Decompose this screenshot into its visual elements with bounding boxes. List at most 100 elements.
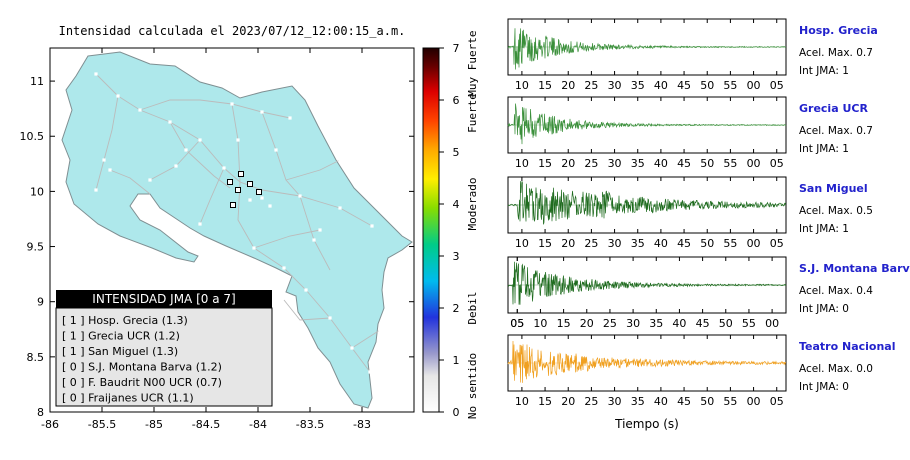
town-marker [174,164,178,168]
road [283,299,331,321]
town-marker [378,328,382,332]
seismogram-x-tick-label: 25 [584,157,598,170]
legend-header-bg [56,290,272,308]
colorbar-label: Moderado [466,178,479,231]
seismogram-x-tick-label: 25 [584,237,598,250]
road [237,181,371,373]
seismogram-x-tick-label: 35 [631,395,645,408]
town-marker [318,228,322,232]
town-marker [274,148,278,152]
map-x-tick-label: -83 [353,418,371,431]
colorbar-tick-label: 4 [453,198,460,211]
seismogram-x-tick-label: 15 [538,395,552,408]
seismogram-panel: 10 15 20 25 30 35 40 45 50 55 00 05 San Miguel Acel. … [507,176,873,250]
legend-item: [ 1 ] San Miguel (1.3) [62,345,178,358]
town-marker [312,238,316,242]
town-marker [138,108,142,112]
legend-header: INTENSIDAD JMA [0 a 7] [92,292,235,306]
map-y-tick-label: 8.5 [27,351,45,364]
seismogram-x-tick-label: 00 [747,157,761,170]
colorbar-label: Muy Fuerte [466,30,479,96]
town-marker [252,246,256,250]
road [169,121,231,189]
town-marker [168,120,172,124]
town-marker [184,148,188,152]
seismogram-x-tick-label: 20 [561,79,575,92]
map-y-tick-label: 8 [37,406,44,419]
seismogram-x-tick-label: 25 [603,317,617,330]
map-y-tick-label: 10 [30,185,44,198]
seismogram-x-tick-label: 55 [742,317,756,330]
map-x-tick-label: -85.5 [88,418,116,431]
station-name: Grecia UCR [799,102,868,115]
town-marker [248,198,252,202]
seismogram-x-tick-label: 25 [584,79,598,92]
seismogram-x-tick-label: 25 [584,395,598,408]
station-name: San Miguel [799,182,868,195]
jma-intensity: Int JMA: 1 [799,65,849,77]
town-marker [198,138,202,142]
seismogram-x-tick-label: 05 [510,317,524,330]
seismogram-x-tick-label: 40 [672,317,686,330]
intensity-legend: INTENSIDAD JMA [0 a 7] [ 1 ] Hosp. Greci… [55,290,273,407]
seismogram-x-tick-label: 50 [719,317,733,330]
colorbar-label: Fuerte [466,93,479,133]
seismogram-x-tick-label: 00 [765,317,779,330]
map-y-tick-label: 10.5 [20,130,45,143]
town-marker [148,178,152,182]
seismogram-x-tick-label: 20 [580,317,594,330]
jma-intensity: Int JMA: 1 [799,143,849,155]
seismogram-trace [507,181,787,225]
seismogram-x-tick-label: 45 [677,157,691,170]
colorbar-tick-label: 5 [453,146,460,159]
station-marker [227,179,233,185]
colorbar-tick-label: 6 [453,94,460,107]
seismogram-x-tick-label: 40 [654,79,668,92]
town-marker [230,102,234,106]
map-y-axis: 11 10.5 10 9.5 9 8.5 8 [20,75,414,419]
town-marker [282,266,286,270]
seismogram-panels: 10 15 20 25 30 35 40 45 50 55 00 05 Hosp. Grecia Acel… [507,18,910,408]
seismogram-x-tick-label: 20 [561,157,575,170]
seismogram-panel: 10 15 20 25 30 35 40 45 50 55 00 05 Hosp. Grecia Acel… [507,18,878,92]
seismogram-x-tick-label: 50 [700,395,714,408]
time-axis-label: Tiempo (s) [614,417,679,431]
seismogram-x-tick-label: 30 [608,395,622,408]
intensity-colorbar: 0 1 2 3 4 5 6 7 No sentido Debil Moderado FuerteMu… [422,30,479,419]
seismogram-x-tick-label: 05 [770,79,784,92]
seismogram-x-tick-label: 55 [723,79,737,92]
road [109,169,151,195]
town-marker [198,222,202,226]
seismogram-x-tick-label: 55 [723,237,737,250]
map-x-tick-label: -84.5 [192,418,220,431]
town-marker [288,116,292,120]
legend-body [55,307,273,407]
map-y-tick-label: 11 [30,75,44,88]
seismogram-x-tick-label: 30 [608,237,622,250]
seismogram-x-tick-label: 50 [700,79,714,92]
seismogram-x-tick-label: 35 [631,79,645,92]
colorbar-tick-label: 2 [453,302,460,315]
seismogram-x-tick-label: 30 [626,317,640,330]
seismogram-x-tick-label: 10 [515,157,529,170]
seismogram-x-tick-label: 35 [631,237,645,250]
seismogram-x-tick-label: 10 [533,317,547,330]
station-name: Hosp. Grecia [799,24,878,37]
seismogram-x-tick-label: 45 [677,395,691,408]
town-marker [222,166,226,170]
town-marker [328,316,332,320]
max-acceleration: Acel. Max. 0.7 [799,125,873,137]
seismogram-x-tick-label: 20 [561,237,575,250]
map-x-tick-label: -85 [145,418,163,431]
legend-item: [ 1 ] Hosp. Grecia (1.3) [62,314,188,327]
seismogram-x-tick-label: 50 [700,157,714,170]
station-marker [230,202,236,208]
station-name: Teatro Nacional [799,340,896,353]
legend-item: [ 1 ] Grecia UCR (1.2) [62,330,180,343]
road [261,111,301,197]
colorbar-tick-label: 3 [453,250,460,263]
legend-items: [ 1 ] Hosp. Grecia (1.3) [ 1 ] Grecia UCR… [62,314,222,405]
colorbar-label: No sentido [466,353,479,419]
